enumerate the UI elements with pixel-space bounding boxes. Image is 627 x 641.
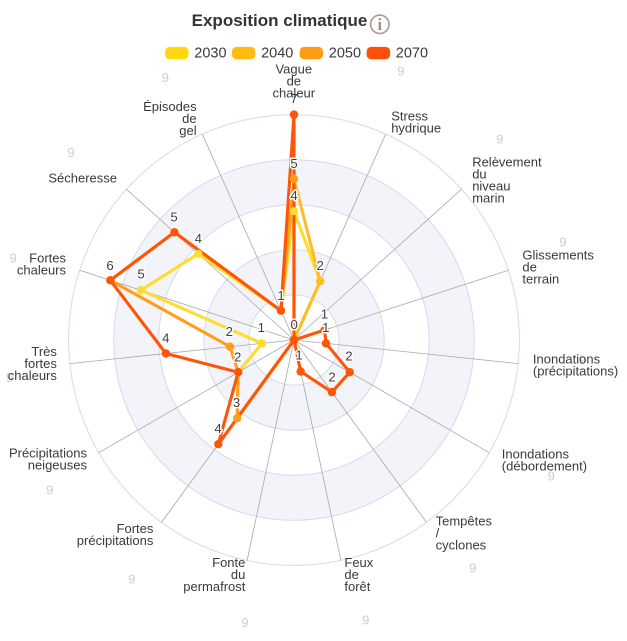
svg-text:Vague: Vague — [275, 62, 312, 77]
svg-text:Glissements: Glissements — [522, 248, 594, 263]
svg-text:6: 6 — [106, 258, 113, 273]
svg-text:de: de — [522, 260, 536, 275]
svg-text:2: 2 — [234, 350, 241, 365]
svg-text:4: 4 — [162, 331, 169, 346]
svg-text:Sécheresse: Sécheresse — [48, 171, 117, 186]
svg-text:9: 9 — [397, 64, 404, 79]
svg-text:neigeuses: neigeuses — [28, 457, 88, 472]
svg-text:marin: marin — [472, 190, 505, 205]
svg-text:Inondations: Inondations — [502, 447, 570, 462]
svg-text:précipitations: précipitations — [77, 533, 154, 548]
svg-text:4: 4 — [290, 188, 297, 203]
svg-text:2030: 2030 — [194, 46, 226, 62]
svg-text:terrain: terrain — [522, 272, 559, 287]
svg-text:Tempêtes: Tempêtes — [436, 513, 493, 528]
svg-text:Relèvement: Relèvement — [472, 154, 542, 169]
svg-text:2: 2 — [317, 258, 324, 273]
svg-text:chaleurs: chaleurs — [17, 263, 67, 278]
svg-text:/: / — [436, 525, 440, 540]
svg-text:9: 9 — [241, 615, 248, 630]
svg-text:2070: 2070 — [396, 46, 428, 62]
svg-text:niveau: niveau — [472, 178, 510, 193]
svg-text:du: du — [472, 166, 486, 181]
svg-text:9: 9 — [362, 612, 369, 627]
svg-text:Inondations: Inondations — [533, 352, 601, 367]
svg-text:Épisodes: Épisodes — [143, 99, 197, 114]
svg-text:2040: 2040 — [261, 46, 293, 62]
svg-text:chaleur: chaleur — [272, 86, 315, 101]
svg-text:5: 5 — [170, 209, 177, 224]
svg-text:de: de — [344, 567, 358, 582]
svg-text:1: 1 — [321, 307, 328, 322]
svg-text:2: 2 — [345, 349, 352, 364]
svg-text:1: 1 — [277, 288, 284, 303]
svg-text:Fortes: Fortes — [117, 521, 154, 536]
svg-text:1: 1 — [295, 348, 302, 363]
svg-text:Fortes: Fortes — [29, 251, 66, 266]
svg-text:4: 4 — [195, 231, 202, 246]
svg-text:du: du — [231, 567, 245, 582]
svg-text:fortes: fortes — [24, 356, 57, 371]
svg-text:2: 2 — [226, 324, 233, 339]
svg-text:9: 9 — [6, 370, 13, 385]
svg-text:5: 5 — [137, 267, 144, 282]
svg-text:hydrique: hydrique — [391, 121, 441, 136]
svg-text:5: 5 — [290, 156, 297, 171]
svg-text:Précipitations: Précipitations — [9, 445, 88, 460]
svg-text:Stress: Stress — [391, 109, 428, 124]
svg-text:Très: Très — [31, 344, 57, 359]
svg-text:i: i — [378, 15, 383, 34]
svg-text:permafrost: permafrost — [183, 579, 246, 594]
svg-text:gel: gel — [179, 123, 196, 138]
svg-text:(précipitations): (précipitations) — [533, 364, 618, 379]
svg-text:1: 1 — [258, 320, 265, 335]
svg-text:chaleurs: chaleurs — [8, 368, 58, 383]
svg-text:2: 2 — [328, 370, 335, 385]
svg-text:Exposition climatique: Exposition climatique — [192, 11, 368, 30]
svg-text:cyclones: cyclones — [436, 537, 487, 552]
svg-text:9: 9 — [162, 70, 169, 85]
svg-text:4: 4 — [214, 421, 221, 436]
svg-text:1: 1 — [322, 320, 329, 335]
svg-text:9: 9 — [548, 469, 555, 484]
svg-text:2050: 2050 — [329, 46, 361, 62]
svg-text:9: 9 — [128, 571, 135, 586]
svg-text:9: 9 — [10, 251, 17, 266]
svg-text:3: 3 — [233, 395, 240, 410]
svg-text:7: 7 — [290, 91, 297, 106]
svg-text:9: 9 — [469, 561, 476, 576]
svg-text:9: 9 — [67, 145, 74, 160]
svg-text:de: de — [182, 111, 196, 126]
svg-text:9: 9 — [496, 132, 503, 147]
svg-text:Fonte: Fonte — [212, 555, 245, 570]
svg-text:Feux: Feux — [344, 555, 373, 570]
svg-text:forêt: forêt — [344, 579, 370, 594]
svg-text:9: 9 — [579, 353, 586, 368]
svg-text:de: de — [287, 74, 301, 89]
svg-text:9: 9 — [46, 482, 53, 497]
svg-text:0: 0 — [291, 317, 298, 332]
svg-text:(débordement): (débordement) — [502, 459, 587, 474]
svg-text:9: 9 — [559, 235, 566, 250]
